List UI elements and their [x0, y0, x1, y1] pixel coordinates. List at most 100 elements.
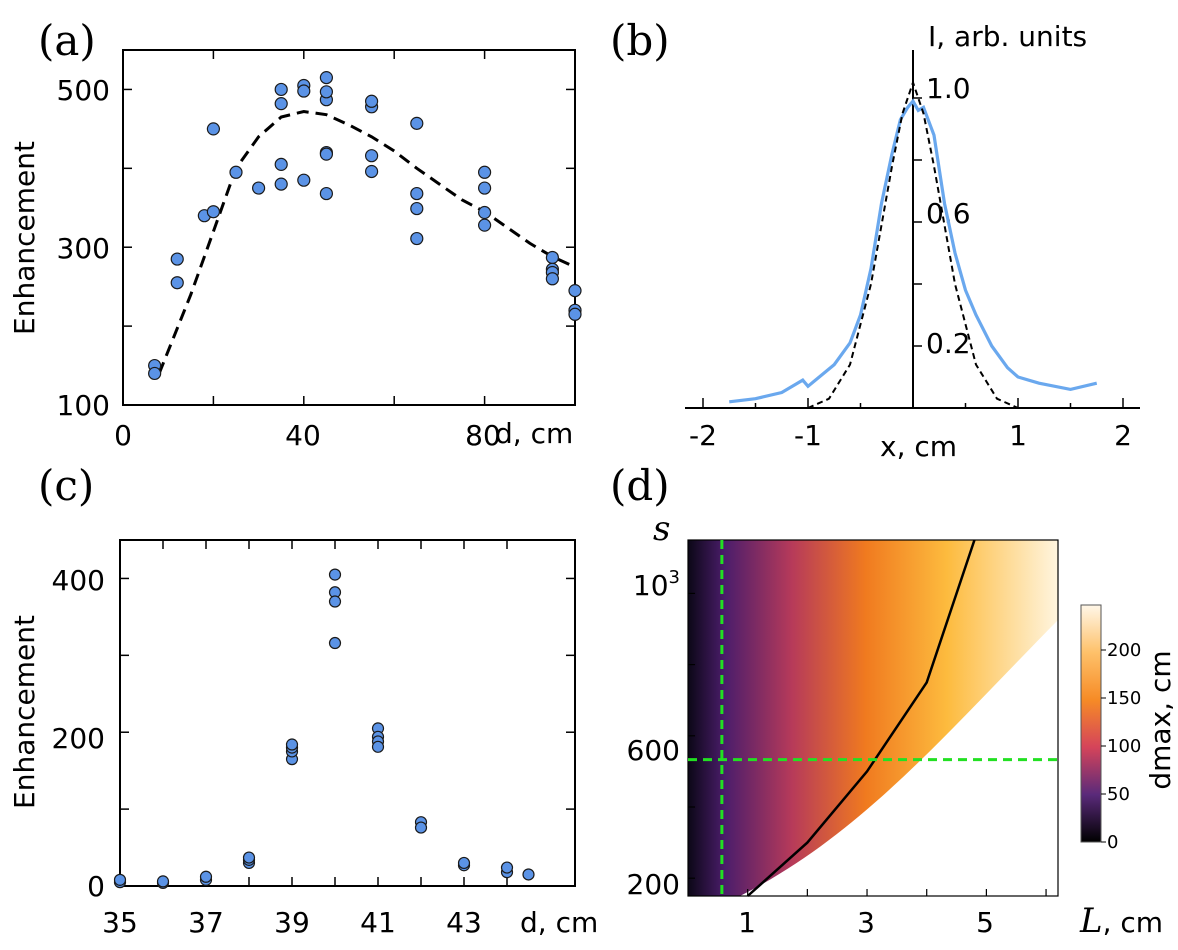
panel-a-chart: 0 40 80 100 300 500 d, cm Enhancement: [8, 49, 582, 452]
c-xtick-41: 41: [360, 906, 396, 939]
panel-label-a: (a): [38, 16, 96, 65]
a-data-point: [297, 173, 311, 187]
a-ylabel: Enhancement: [8, 141, 41, 335]
d-ytick-200: 200: [627, 868, 680, 901]
a-data-point: [410, 186, 424, 201]
panel-c-frame: [119, 539, 576, 887]
a-data-point: [365, 164, 379, 179]
a-fit-curve: [157, 110, 576, 375]
a-data-point: [206, 122, 220, 136]
c-ytick-0: 0: [87, 870, 105, 903]
panel-label-b: (b): [610, 16, 670, 65]
c-data-point: [522, 868, 535, 881]
a-data-point: [229, 165, 243, 179]
c-data-point: [242, 851, 256, 864]
c-data-point: [414, 821, 428, 834]
c-xtick-35: 35: [102, 906, 138, 939]
b-ytick-1-0: 1.0: [926, 72, 971, 105]
d-colorbar-label: dmax, cm: [1144, 650, 1177, 789]
a-data-point: [410, 116, 424, 130]
panel-label-d: (d): [610, 461, 670, 510]
d-ytick-1000: 103: [633, 567, 680, 602]
a-data-point: [170, 276, 184, 290]
c-data-point: [199, 870, 213, 883]
a-data-point: [478, 218, 492, 232]
c-data-point: [285, 738, 299, 751]
a-ytick-100: 100: [57, 389, 110, 422]
a-data-point: [148, 366, 162, 381]
c-ylabel: Enhancement: [8, 615, 41, 809]
b-ytick-0-2: 0.2: [926, 327, 971, 360]
b-xtick-1: 1: [1009, 419, 1027, 452]
c-data-point: [457, 856, 471, 870]
a-data-point: [274, 97, 288, 111]
b-xtick-neg2: -2: [689, 419, 717, 452]
a-data-point: [274, 157, 288, 171]
a-data-point: [274, 82, 288, 97]
a-data-point: [170, 252, 184, 266]
c-data-point: [328, 636, 342, 650]
d-xtick-1: 1: [738, 906, 756, 939]
a-data-point: [365, 149, 379, 163]
cb-tick-0: 0: [1107, 832, 1118, 853]
a-data-point: [478, 181, 492, 195]
b-ylabel: I, arb. units: [928, 20, 1087, 53]
c-data-point: [371, 740, 385, 753]
a-data-point: [545, 272, 560, 286]
a-ytick-500: 500: [57, 74, 110, 107]
a-data-point: [319, 71, 333, 85]
a-data-point: [478, 205, 492, 220]
a-data-point: [365, 94, 379, 108]
b-xlabel: x, cm: [880, 430, 957, 463]
c-data-point: [156, 875, 170, 888]
a-data-point: [297, 84, 311, 98]
c-ytick-200: 200: [52, 722, 105, 755]
b-xtick-neg1: -1: [794, 419, 822, 452]
cb-tick-100: 100: [1107, 736, 1141, 757]
panel-b-chart: -2 -1 1 2 0.2 0.6 1.0 x, cm I, arb. unit…: [685, 20, 1140, 463]
cb-tick-50: 50: [1107, 784, 1130, 805]
d-boundary-curve: [746, 539, 976, 897]
a-data-point: [545, 250, 560, 265]
a-data-point: [478, 165, 492, 179]
a-data-point: [410, 231, 424, 246]
a-xtick-80: 80: [465, 419, 501, 452]
a-data-point: [319, 147, 333, 161]
c-data-point: [328, 595, 342, 608]
panel-d-frame: [687, 539, 1059, 897]
c-ytick-400: 400: [52, 564, 105, 597]
d-xtick-5: 5: [976, 906, 994, 939]
panel-c-chart: 35 37 39 41 43 0 200 400 d, cm Enhanceme…: [8, 539, 598, 939]
b-gaussian-line: [807, 79, 1019, 409]
a-xlabel: d, cm: [495, 417, 573, 450]
a-data-point: [568, 284, 582, 298]
c-xtick-37: 37: [188, 906, 224, 939]
c-xtick-43: 43: [446, 906, 482, 939]
panel-a-frame: [122, 49, 576, 406]
d-colorbar: [1080, 604, 1102, 843]
a-data-point: [568, 307, 582, 321]
a-data-point: [319, 186, 333, 201]
d-ylabel: s: [653, 509, 670, 549]
d-xlabel: L, cm: [1079, 901, 1163, 941]
d-xtick-3: 3: [857, 906, 875, 939]
b-xtick-2: 2: [1114, 419, 1132, 452]
d-heatmap-area: [688, 540, 1058, 896]
a-data-point: [410, 201, 424, 216]
cb-tick-200: 200: [1107, 640, 1141, 661]
c-xlabel: d, cm: [520, 906, 598, 939]
panel-label-c: (c): [38, 461, 94, 510]
c-data-point: [500, 861, 514, 874]
a-data-point: [319, 85, 333, 99]
a-ytick-300: 300: [57, 232, 110, 265]
a-xtick-0: 0: [114, 419, 132, 452]
c-data-point: [328, 568, 342, 581]
a-data-point: [252, 181, 266, 195]
c-xtick-39: 39: [274, 906, 310, 939]
d-heatmap-fade: [740, 620, 1058, 896]
a-data-point: [206, 205, 220, 219]
panel-d-chart: 1 3 5 200 600 103 L, cm s 0 50 100 150 2…: [627, 509, 1177, 941]
b-measured-line: [729, 98, 1098, 404]
cb-tick-150: 150: [1107, 688, 1141, 709]
